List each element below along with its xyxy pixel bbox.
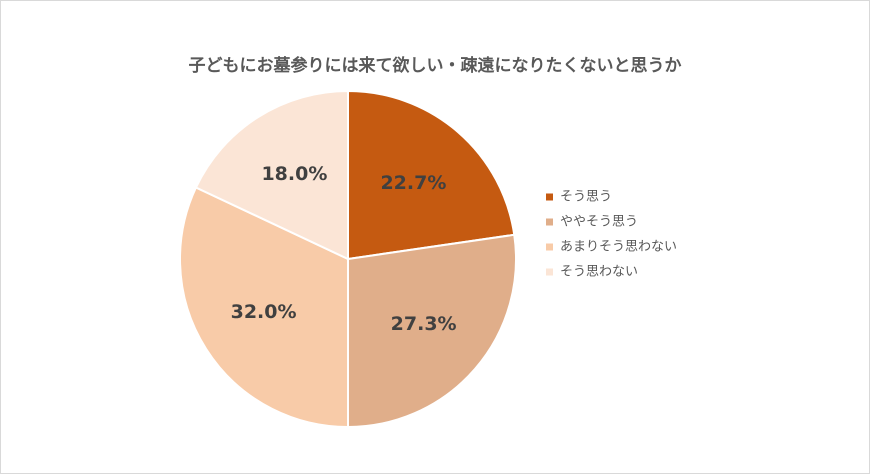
legend-marker	[546, 218, 553, 226]
chart-title: 子どもにお墓参りには来て欲しい・疎遠になりたくないと思うか	[189, 55, 682, 76]
legend-label: そう思う	[560, 190, 612, 205]
data-label: 32.0%	[231, 301, 297, 323]
pie-slice	[194, 89, 349, 261]
legend-marker	[546, 243, 553, 251]
data-label: 27.3%	[391, 313, 457, 335]
legend-marker	[546, 193, 553, 201]
legend-label: ややそう思う	[560, 215, 638, 230]
pie-slice	[179, 186, 349, 429]
data-label: 18.0%	[261, 163, 327, 185]
legend-label: そう思わない	[560, 265, 638, 280]
pie-slice	[347, 233, 517, 429]
data-label: 22.7%	[380, 172, 446, 194]
legend-marker	[546, 268, 553, 276]
pie-slice	[347, 89, 516, 261]
legend-label: あまりそう思わない	[560, 240, 677, 255]
